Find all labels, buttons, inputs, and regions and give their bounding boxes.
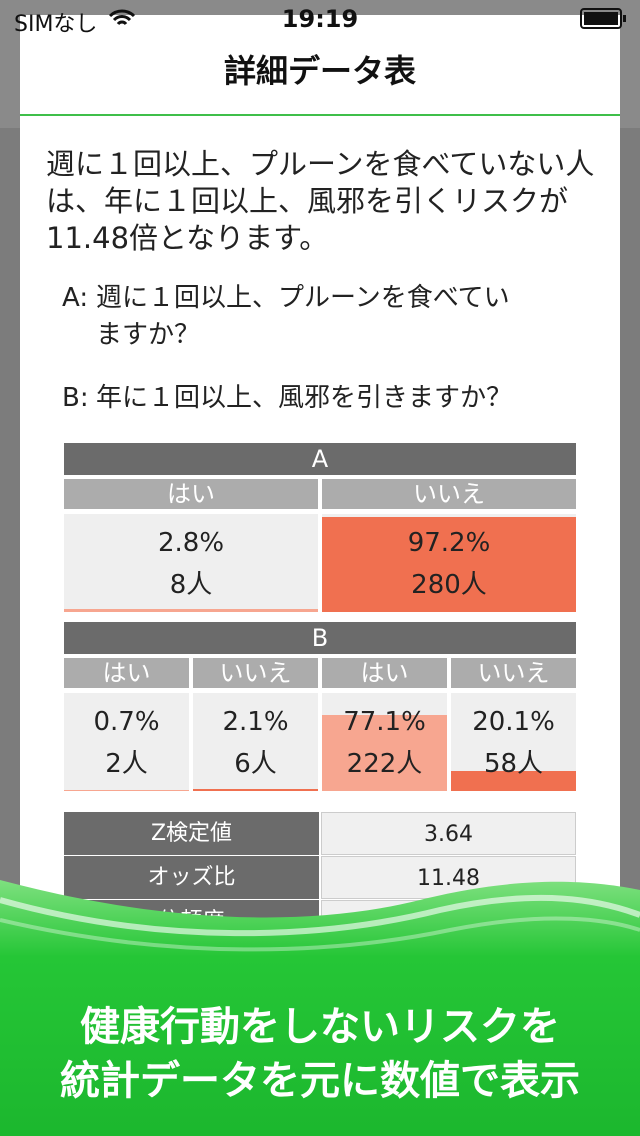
question-label: A: — [62, 283, 89, 313]
percent-fill — [193, 788, 318, 791]
cell-count: 280人 — [411, 570, 487, 600]
summary-line: 週に１回以上、プルーンを食べていない人 — [46, 147, 595, 181]
banner-line: 統計データを元に数値で表示 — [60, 1058, 580, 1104]
cell-percent: 77.1% — [343, 707, 426, 737]
stat-name: オッズ比 — [64, 856, 319, 899]
column-header: いいえ — [193, 658, 318, 688]
cell: 20.1% 58人 — [451, 693, 576, 791]
carrier: SIMなし — [14, 12, 98, 37]
question-text: 年に１回以上、風邪を引きますか？ — [96, 383, 513, 413]
cell-count: 222人 — [346, 749, 423, 779]
table-title: A — [64, 443, 576, 475]
column-header: いいえ — [451, 658, 576, 688]
cell: 2.8% 8人 — [64, 514, 318, 612]
wifi-icon — [108, 9, 136, 26]
percent-fill — [322, 715, 447, 791]
cell: 2.1% 6人 — [193, 693, 318, 791]
table-title: B — [64, 622, 576, 654]
percent-fill — [451, 771, 576, 791]
summary-line: は、年に１回以上、風邪を引くリスクが — [46, 184, 569, 218]
cell-percent: 20.1% — [472, 707, 555, 737]
time: 19:19 — [281, 5, 359, 33]
question-text: 週に１回以上、プルーンを食べてい — [96, 283, 510, 313]
cell: 77.1% 222人 — [322, 693, 447, 791]
stat-value: 3.64 — [321, 812, 576, 855]
column-header: はい — [64, 658, 189, 688]
column-header: はい — [64, 479, 318, 509]
banner-wave — [0, 880, 640, 1136]
cell-count: 6人 — [234, 749, 277, 779]
percent-fill — [64, 790, 189, 791]
column-header: はい — [322, 658, 447, 688]
cell-percent: 2.1% — [222, 707, 289, 737]
cell-count: 2人 — [105, 749, 148, 779]
cell: 0.7% 2人 — [64, 693, 189, 791]
banner-line: 健康行動をしないリスクを — [80, 1004, 560, 1050]
summary-line: 11.48倍となります。 — [46, 221, 329, 255]
percent-fill — [64, 609, 318, 612]
cell-percent: 0.7% — [93, 707, 160, 737]
question-label: B: — [62, 383, 89, 413]
cell-percent: 97.2% — [407, 528, 491, 558]
header-divider — [20, 114, 620, 116]
battery-icon — [580, 8, 626, 29]
cell-count: 8人 — [169, 570, 213, 600]
percent-fill — [322, 516, 576, 612]
column-header: いいえ — [322, 479, 576, 509]
cell-percent: 2.8% — [157, 528, 225, 558]
stat-name: Z検定値 — [64, 812, 319, 855]
cell-count: 58人 — [483, 749, 544, 779]
cell: 97.2% 280人 — [322, 514, 576, 612]
modal-title: 詳細データ表 — [223, 52, 416, 90]
question-text: ますか？ — [96, 320, 201, 350]
